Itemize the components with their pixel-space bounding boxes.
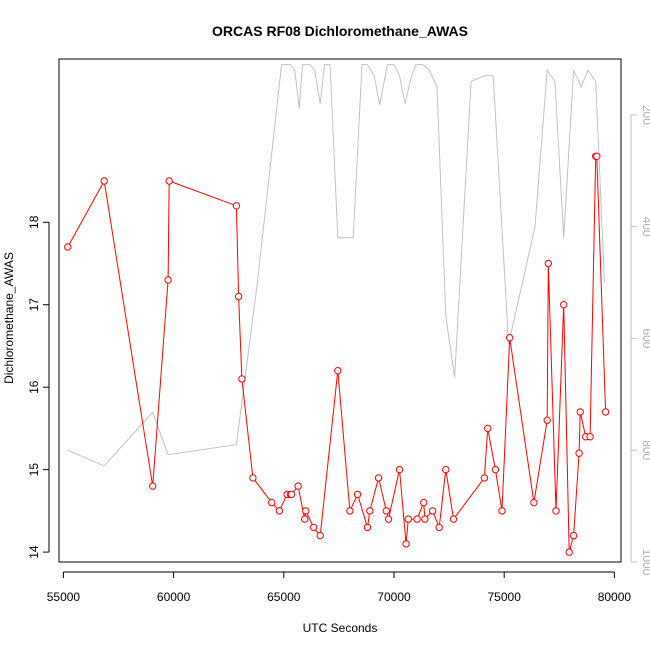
y-tick-label: 17	[27, 298, 41, 312]
data-point	[428, 507, 437, 515]
data-point	[491, 465, 500, 474]
y-right-tick-label: 400	[640, 217, 650, 237]
data-point	[249, 474, 257, 482]
data-point	[165, 177, 173, 185]
data-point	[309, 523, 318, 532]
y-tick-label: 16	[27, 380, 41, 394]
data-point	[560, 301, 568, 309]
data-point	[480, 474, 489, 482]
x-tick-label: 55000	[47, 590, 81, 604]
data-point	[543, 416, 551, 424]
secondary-series-layer	[67, 64, 605, 467]
data-point	[484, 424, 492, 433]
y-axis-label: Dichloromethane_AWAS	[2, 252, 16, 384]
data-point	[294, 482, 302, 490]
data-point	[586, 433, 594, 441]
secondary-series-line	[67, 64, 605, 467]
data-point	[346, 507, 354, 515]
y-right-tick-label: 1000	[640, 549, 650, 576]
data-point	[353, 490, 362, 499]
data-point	[164, 276, 172, 284]
data-point	[268, 498, 276, 507]
data-point	[402, 540, 410, 548]
x-tick-label: 70000	[377, 590, 411, 604]
data-point	[238, 375, 246, 383]
y-tick-label: 15	[27, 463, 41, 477]
data-point	[593, 152, 601, 161]
x-tick-label: 65000	[267, 590, 301, 604]
data-point	[275, 507, 284, 515]
data-point	[575, 449, 583, 457]
data-point	[449, 515, 458, 523]
data-point	[576, 408, 584, 416]
data-point	[395, 465, 404, 474]
y-tick-label: 14	[27, 545, 41, 559]
data-point	[149, 482, 157, 490]
x-tick-label: 80000	[598, 590, 632, 604]
data-point	[232, 202, 241, 210]
data-point	[404, 515, 412, 523]
y-right-tick-label: 200	[640, 105, 650, 125]
y-tick-label: 18	[27, 215, 41, 229]
data-point	[435, 523, 443, 532]
x-axis-label: UTC Seconds	[303, 621, 378, 635]
data-point	[64, 243, 72, 251]
y-right-tick-label: 600	[640, 328, 650, 348]
data-point	[442, 465, 450, 474]
data-point	[552, 507, 560, 515]
data-point	[302, 507, 310, 515]
data-point	[530, 498, 538, 507]
data-point	[413, 515, 421, 523]
data-point	[334, 367, 342, 375]
data-point	[384, 515, 393, 523]
data-point	[363, 523, 372, 532]
x-tick-label: 60000	[157, 590, 191, 604]
data-point	[316, 531, 324, 540]
x-axis: 55000 60000 65000 70000 75000 80000	[47, 571, 632, 604]
data-point	[366, 507, 374, 515]
data-point	[234, 292, 243, 301]
data-point	[544, 259, 552, 268]
data-point	[421, 515, 429, 523]
data-point	[601, 408, 610, 416]
data-point	[498, 507, 506, 515]
x-tick-label: 75000	[488, 590, 522, 604]
y-right-tick-label: 800	[640, 440, 650, 460]
data-point	[301, 515, 309, 523]
plot-box	[58, 58, 622, 563]
chart-title: ORCAS RF08 Dichloromethane_AWAS	[212, 23, 468, 39]
data-point	[420, 498, 428, 507]
data-point	[374, 474, 383, 482]
data-point	[382, 507, 390, 515]
data-point	[287, 490, 296, 499]
data-point	[565, 548, 573, 556]
y-axis-right: 200 400 600 800 1000	[630, 105, 650, 576]
y-axis: 14 15 16 17 18	[27, 215, 50, 559]
data-point	[569, 531, 578, 540]
data-point	[506, 334, 514, 342]
primary-series-layer	[64, 152, 610, 556]
data-point	[100, 177, 108, 185]
